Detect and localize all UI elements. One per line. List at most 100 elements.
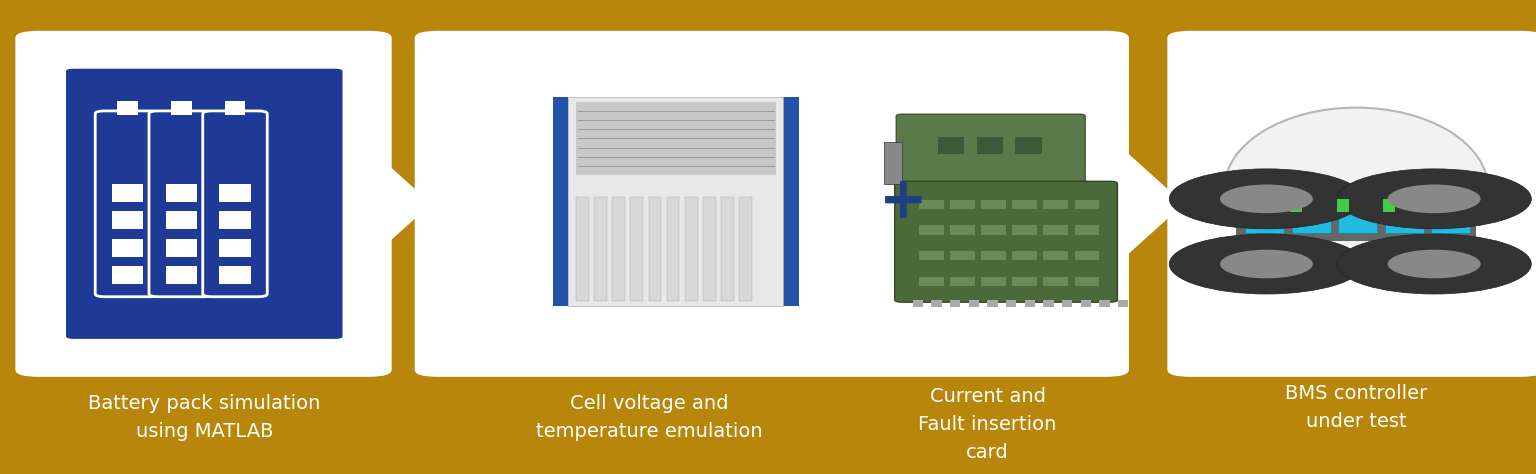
FancyBboxPatch shape	[897, 114, 1084, 203]
Bar	[951, 251, 975, 260]
Text: Battery pack simulation
using MATLAB: Battery pack simulation using MATLAB	[88, 393, 321, 441]
Bar	[1012, 277, 1037, 286]
Bar	[112, 184, 143, 202]
FancyBboxPatch shape	[149, 111, 214, 297]
Bar	[1430, 199, 1442, 212]
Bar	[1012, 251, 1037, 260]
Bar	[951, 277, 975, 286]
Bar	[969, 300, 978, 307]
Bar	[783, 97, 799, 306]
Bar	[1384, 199, 1395, 212]
Bar	[937, 137, 965, 154]
Bar	[1075, 200, 1100, 209]
Bar	[988, 300, 998, 307]
FancyBboxPatch shape	[415, 31, 1129, 377]
Bar	[648, 197, 662, 301]
Bar	[703, 197, 716, 301]
FancyBboxPatch shape	[1167, 31, 1536, 377]
Circle shape	[1169, 169, 1364, 229]
Bar	[1043, 226, 1069, 235]
Bar	[220, 266, 250, 284]
Bar	[1043, 277, 1069, 286]
Bar	[1043, 200, 1069, 209]
Bar	[667, 197, 679, 301]
Bar	[1290, 199, 1303, 212]
FancyBboxPatch shape	[894, 182, 1118, 302]
Bar	[951, 226, 975, 235]
Bar	[931, 300, 942, 307]
Bar	[594, 197, 607, 301]
Bar	[1075, 251, 1100, 260]
Bar	[220, 211, 250, 229]
Text: Current and
Fault insertion
card: Current and Fault insertion card	[919, 387, 1057, 462]
Bar	[170, 101, 192, 115]
Ellipse shape	[1224, 108, 1488, 269]
Circle shape	[1336, 169, 1531, 229]
FancyBboxPatch shape	[95, 111, 160, 297]
Bar	[1012, 200, 1037, 209]
Bar	[685, 197, 697, 301]
Bar	[224, 101, 246, 115]
Bar	[117, 101, 138, 115]
Bar	[576, 197, 588, 301]
Circle shape	[1387, 184, 1481, 213]
Bar	[220, 239, 250, 257]
Bar	[982, 251, 1006, 260]
Bar	[166, 184, 197, 202]
Bar	[919, 226, 943, 235]
Bar	[112, 239, 143, 257]
Circle shape	[1387, 250, 1481, 278]
Bar	[1292, 210, 1330, 233]
Text: BMS controller
under test: BMS controller under test	[1286, 384, 1427, 431]
Bar	[982, 226, 1006, 235]
Bar	[919, 200, 943, 209]
Bar	[1236, 210, 1476, 241]
Bar	[1061, 300, 1072, 307]
Bar	[553, 97, 568, 306]
Bar	[912, 300, 923, 307]
FancyBboxPatch shape	[203, 111, 267, 297]
Bar	[951, 200, 975, 209]
Bar	[1075, 277, 1100, 286]
Bar	[1385, 210, 1424, 233]
Bar	[977, 137, 1003, 154]
Bar	[1246, 210, 1284, 233]
Bar	[1043, 300, 1054, 307]
Bar	[739, 197, 753, 301]
Bar	[166, 239, 197, 257]
Bar	[1075, 226, 1100, 235]
Bar	[1006, 300, 1017, 307]
Bar	[1043, 251, 1069, 260]
Circle shape	[1220, 184, 1313, 213]
Bar	[1081, 300, 1091, 307]
Bar	[166, 211, 197, 229]
Bar	[613, 197, 625, 301]
Bar	[112, 211, 143, 229]
Bar	[220, 184, 250, 202]
Bar	[1025, 300, 1035, 307]
Circle shape	[1169, 234, 1364, 294]
Bar	[982, 200, 1006, 209]
FancyBboxPatch shape	[66, 69, 343, 339]
Bar	[1012, 226, 1037, 235]
Bar	[951, 300, 960, 307]
Bar	[885, 142, 903, 184]
Bar	[1100, 300, 1111, 307]
Bar	[722, 197, 734, 301]
Bar	[166, 266, 197, 284]
FancyBboxPatch shape	[15, 31, 392, 377]
Bar	[1118, 300, 1129, 307]
Bar	[576, 102, 776, 175]
Bar	[982, 277, 1006, 286]
Bar	[1338, 210, 1378, 233]
Bar	[1336, 199, 1349, 212]
Bar	[919, 251, 943, 260]
Bar	[568, 97, 783, 306]
Text: +: +	[879, 173, 928, 230]
Bar	[112, 266, 143, 284]
Circle shape	[1220, 250, 1313, 278]
Bar	[1015, 137, 1041, 154]
Bar	[919, 277, 943, 286]
Bar	[630, 197, 644, 301]
Bar	[1432, 210, 1470, 233]
